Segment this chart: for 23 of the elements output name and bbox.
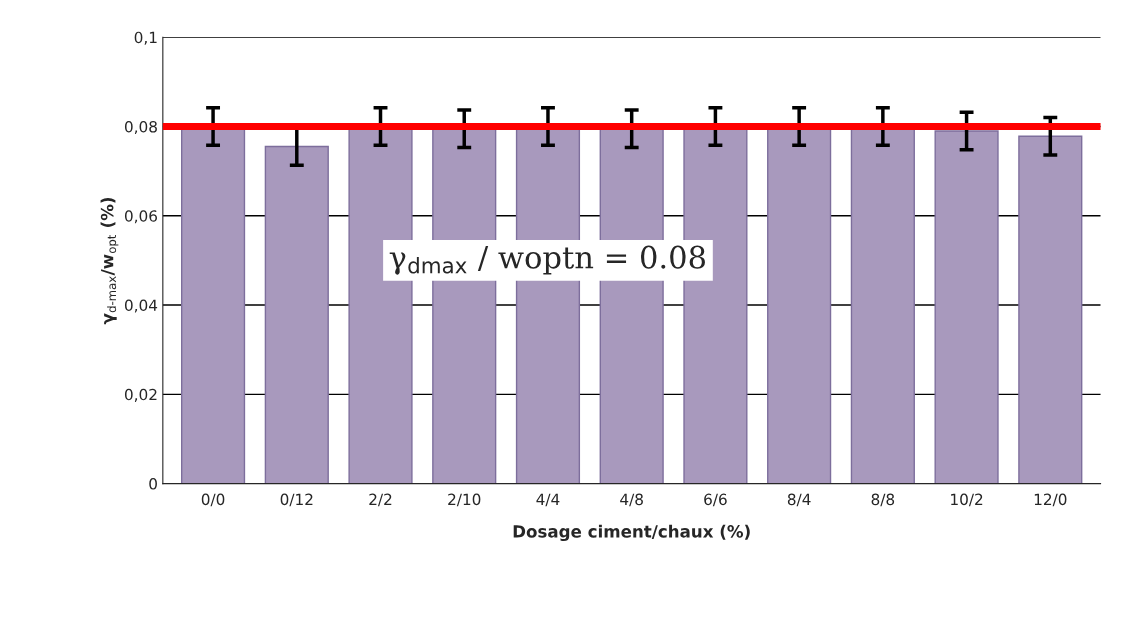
y-tick-label: 0,1	[134, 31, 157, 45]
x-tick-label: 0/12	[280, 493, 313, 507]
x-tick-label: 10/2	[951, 493, 983, 507]
y-tick-label: 0,02	[124, 388, 157, 402]
x-tick-label: 4/4	[536, 493, 560, 507]
x-axis-title: Dosage ciment/chaux (%)	[513, 524, 750, 542]
y-tick-label: 0,04	[124, 299, 158, 313]
x-tick-label: 8/4	[787, 493, 811, 507]
x-tick-label: 2/2	[369, 493, 392, 507]
bar	[934, 130, 999, 484]
y-tick-label: 0,06	[124, 210, 158, 224]
x-tick-label: 12/0	[1034, 493, 1067, 507]
x-tick-label: 2/10	[448, 493, 481, 507]
x-tick-label: 6/6	[704, 493, 727, 507]
bar	[264, 145, 329, 484]
x-tick-label: 0/0	[201, 493, 225, 507]
y-tick-label: 0,08	[124, 120, 157, 135]
bar	[1018, 135, 1083, 484]
x-tick-label: 8/8	[871, 493, 895, 507]
annotation: γ$_{dmax}$ / woptn = 0.08	[389, 245, 705, 275]
y-axis-title: γ$_{d-max}$/w$_{opt}$ (%)	[100, 197, 119, 325]
x-tick-label: 4/8	[620, 493, 643, 507]
y-tick-label: 0	[149, 478, 157, 490]
